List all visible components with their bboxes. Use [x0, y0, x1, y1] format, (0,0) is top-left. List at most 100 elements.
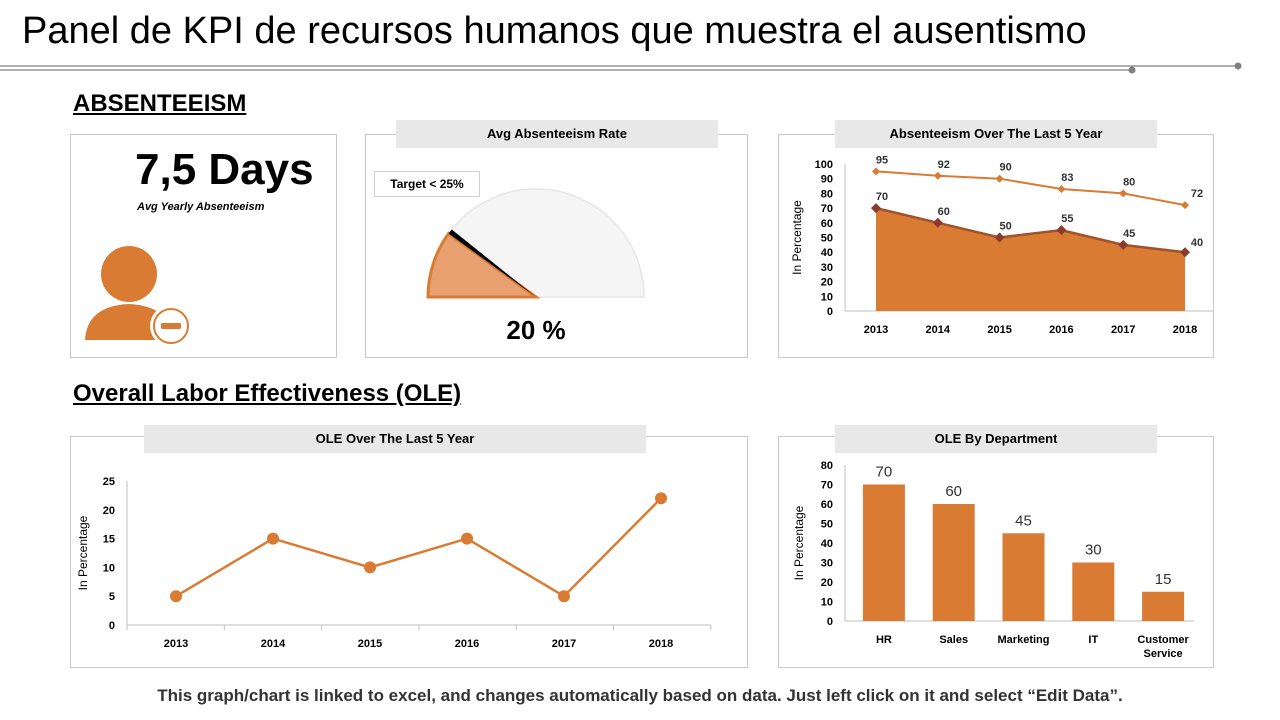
user-minus-icon	[85, 246, 192, 347]
page-title: Panel de KPI de recursos humanos que mue…	[22, 10, 1087, 52]
abs5-high-label: 72	[1191, 188, 1203, 200]
ole5-y-tick: 10	[103, 562, 115, 574]
gauge-chart	[426, 188, 645, 299]
abs5-low-label: 45	[1123, 228, 1135, 240]
gauge-panel: Avg Absenteeism Rate Target < 25% 20 %	[365, 120, 748, 358]
oledept-x-tick: HR	[876, 634, 892, 646]
abs5-area	[876, 208, 1185, 311]
gauge-target-slice	[448, 229, 536, 297]
oledept-y-tick: 60	[821, 499, 833, 511]
abs5-low-label: 55	[1061, 213, 1073, 225]
oledept-y-tick: 40	[821, 538, 833, 550]
ole5-x-tick: 2013	[164, 638, 188, 650]
oledept-bar-label: 30	[1085, 542, 1102, 559]
abs5-panel: Absenteeism Over The Last 5 Year 0 10 20 30…	[778, 120, 1214, 358]
abs5-x-tick: 2017	[1111, 324, 1135, 336]
abs5-low-point	[1180, 247, 1190, 258]
abs5-high-point	[995, 174, 1004, 183]
abs5-high-point	[1119, 189, 1128, 198]
abs5-low-point	[1056, 225, 1067, 236]
abs5-high-point	[933, 171, 942, 180]
oledept-y-tick: 80	[821, 460, 833, 472]
abs5-x-tick: 2018	[1173, 324, 1197, 336]
abs5-series-low-line	[875, 206, 1186, 254]
abs5-y-tick: 10	[821, 291, 833, 303]
oledept-y-tick: 30	[821, 558, 833, 570]
ole5-point	[364, 561, 376, 574]
gauge-value-label: 20 %	[506, 315, 566, 345]
oledept-bar-label: 15	[1155, 571, 1172, 588]
ole5-point	[461, 532, 473, 545]
abs5-y-tick: 100	[815, 159, 833, 171]
abs5-x-tick: 2013	[864, 324, 888, 336]
oledept-y-tick: 10	[821, 597, 833, 609]
abs5-y-tick: 0	[827, 306, 833, 318]
abs5-y-tick: 20	[821, 277, 833, 289]
oledept-x-tick: Customer Service	[1137, 634, 1189, 660]
kpi-value: 7,5 Days	[135, 145, 314, 194]
ole5-y-tick: 15	[103, 534, 115, 546]
abs5-y-label: In Percentage	[790, 200, 804, 275]
ole5-line	[175, 497, 662, 598]
oledept-bar	[1072, 562, 1115, 621]
oledept-title: OLE By Department	[835, 425, 1157, 453]
abs5-x-tick: 2015	[987, 324, 1011, 336]
ole5-x-tick: 2014	[261, 638, 286, 650]
abs5-low-point	[994, 232, 1005, 243]
oledept-bar-label: 70	[876, 464, 893, 481]
abs5-x-tick: 2014	[926, 324, 951, 336]
abs5-y-tick: 90	[821, 174, 833, 186]
abs5-low-label: 40	[1191, 237, 1203, 249]
abs5-low-point	[871, 203, 881, 214]
abs5-low-label: 50	[999, 221, 1011, 233]
abs5-y-tick: 80	[821, 188, 833, 200]
abs5-high-point	[1181, 201, 1189, 210]
ole5-point	[170, 590, 182, 603]
oledept-chart: 0 10 20 30 40 50 60 70 80 In Percentage 70 HR 60 Sale…	[792, 460, 1194, 660]
ole5-chart: 0 5 10 15 20 25 2013 2014 2015 2016 2017 2018 In Per…	[76, 476, 712, 650]
ole5-y-tick: 20	[103, 505, 115, 517]
ole5-y-label: In Percentage	[76, 515, 90, 590]
abs5-low-label: 60	[938, 206, 950, 218]
ole5-point	[558, 590, 570, 603]
abs5-y-tick: 40	[821, 247, 833, 259]
abs5-y-tick: 30	[821, 262, 833, 274]
abs5-high-point	[1057, 184, 1066, 193]
oledept-y-tick: 20	[821, 577, 833, 589]
abs5-high-label: 90	[999, 162, 1011, 174]
abs5-y-tick: 60	[821, 218, 833, 230]
oledept-y-tick: 50	[821, 519, 833, 531]
oledept-x-tick: Sales	[939, 634, 968, 646]
oledept-x-tick: Marketing	[998, 634, 1050, 646]
oledept-bar	[932, 504, 975, 621]
abs5-high-label: 80	[1123, 176, 1135, 188]
gauge-target-label: Target < 25%	[374, 171, 480, 197]
kpi-caption: Avg Yearly Absenteeism	[137, 201, 265, 213]
abs5-y-tick: 50	[821, 233, 833, 245]
ole5-y-tick: 25	[103, 476, 115, 488]
ole5-x-tick: 2017	[552, 638, 576, 650]
section-absenteeism: ABSENTEEISM	[73, 90, 247, 117]
oledept-bar	[1142, 591, 1185, 621]
oledept-panel: OLE By Department 0 10 20 30 40 50 60 70 80 In Pe…	[778, 425, 1214, 668]
ole5-y-tick: 0	[109, 620, 115, 632]
oledept-y-tick: 70	[821, 480, 833, 492]
oledept-bar-label: 45	[1015, 512, 1032, 529]
abs5-low-point	[1118, 239, 1129, 250]
footer-note: This graph/chart is linked to excel, and…	[157, 686, 1123, 705]
ole5-point	[267, 532, 279, 545]
oledept-y-label: In Percentage	[792, 505, 806, 580]
abs5-y-tick: 70	[821, 203, 833, 215]
abs5-low-point	[932, 217, 943, 228]
ole5-x-tick: 2018	[649, 638, 673, 650]
ole5-title: OLE Over The Last 5 Year	[144, 425, 646, 453]
ole5-x-tick: 2015	[358, 638, 382, 650]
abs5-low-label: 70	[876, 191, 888, 203]
abs5-chart: 0 10 20 30 40 50 60 70 80 90 100 2013 2014 2015 2016 20…	[790, 154, 1213, 336]
gauge-value-slice	[426, 231, 541, 299]
oledept-y-tick: 0	[827, 616, 833, 628]
ole5-point	[655, 492, 667, 505]
abs5-high-label: 95	[876, 154, 888, 166]
abs5-series-high-line	[875, 170, 1186, 207]
oledept-bar	[862, 484, 905, 621]
